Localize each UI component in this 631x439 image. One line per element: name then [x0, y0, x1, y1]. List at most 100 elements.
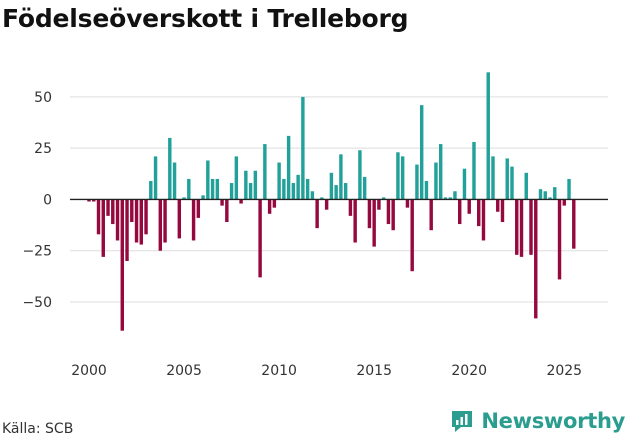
newsworthy-logo-icon: [452, 411, 473, 432]
bar: [87, 199, 91, 202]
bar: [191, 199, 196, 241]
y-tick-label: −25: [22, 244, 52, 260]
bar: [158, 199, 163, 251]
x-tick-label: 2010: [261, 363, 297, 379]
bar: [106, 199, 110, 216]
source-label: Källa: SCB: [2, 421, 74, 437]
bar: [329, 172, 334, 200]
bar: [500, 199, 505, 223]
bar: [177, 199, 182, 239]
bar: [458, 199, 462, 225]
x-tick-label: 2020: [451, 363, 487, 379]
bar: [358, 150, 362, 200]
bar: [534, 199, 538, 319]
brand-name: Newsworthy: [481, 409, 625, 433]
bar: [419, 105, 424, 200]
bar: [443, 197, 448, 200]
bar: [524, 172, 528, 200]
bar: [134, 199, 139, 243]
bar: [258, 199, 262, 278]
bar: [353, 199, 357, 243]
bar: [320, 197, 324, 200]
bar: [472, 142, 476, 200]
bar: [557, 199, 562, 280]
bar: [362, 176, 367, 200]
bar: [548, 197, 552, 200]
y-tick-label: 25: [34, 141, 52, 157]
bar: [429, 199, 433, 231]
y-tick-label: 0: [43, 192, 52, 208]
bar: [130, 199, 134, 223]
bar: [553, 187, 557, 200]
bar: [510, 166, 514, 200]
bar: [153, 156, 158, 200]
bar: [305, 178, 310, 200]
bar: [139, 199, 144, 245]
bar: [415, 164, 419, 200]
chart-title: Födelseöverskott i Trelleborg: [2, 4, 409, 33]
bar: [206, 160, 210, 200]
bar: [405, 199, 410, 208]
bar: [334, 185, 338, 200]
bar: [519, 199, 524, 257]
bar: [481, 199, 486, 241]
bar: [144, 199, 148, 235]
bar: [543, 191, 547, 200]
bar: [453, 191, 457, 200]
bar: [496, 199, 500, 212]
bar: [163, 199, 167, 243]
bar: [486, 72, 490, 200]
bar: [187, 178, 191, 200]
bar: [448, 197, 452, 200]
bar: [220, 199, 224, 206]
bar: [572, 199, 576, 249]
bar: [234, 156, 239, 200]
bar: [229, 183, 234, 200]
bar: [196, 199, 201, 218]
bar: [277, 162, 281, 200]
bar: [567, 178, 571, 200]
bar: [324, 199, 329, 210]
bar: [529, 199, 533, 255]
y-tick-label: 50: [34, 90, 52, 106]
bar: [149, 180, 153, 200]
bar: [562, 199, 566, 206]
bar: [424, 180, 429, 200]
bar: [201, 195, 205, 200]
brand[interactable]: Newsworthy: [449, 408, 625, 434]
bar: [505, 158, 509, 200]
bar: [239, 199, 243, 204]
bar: [210, 178, 215, 200]
x-tick-label: 2000: [71, 363, 107, 379]
bar: [348, 199, 353, 216]
bar: [301, 96, 305, 200]
bar: [115, 199, 120, 241]
bar: [111, 199, 115, 225]
bar: [515, 199, 519, 255]
bar: [343, 183, 348, 200]
bar: [477, 199, 481, 227]
bar: [377, 199, 381, 210]
bar: [248, 183, 253, 200]
bar: [267, 199, 272, 214]
bar: [286, 135, 291, 200]
bar: [225, 199, 229, 223]
bar: [396, 152, 400, 200]
bar: [310, 191, 315, 200]
bar: [92, 199, 96, 202]
bar: [244, 170, 248, 200]
bar: [96, 199, 101, 235]
x-tick-label: 2025: [546, 363, 582, 379]
bar: [101, 199, 105, 257]
bar: [434, 162, 438, 200]
bar: [315, 199, 319, 229]
bar: [272, 199, 277, 208]
bar: [438, 144, 443, 200]
bar: [125, 199, 129, 261]
x-tick-label: 2005: [166, 363, 202, 379]
bar: [291, 183, 296, 200]
x-tick-label: 2015: [356, 363, 392, 379]
bar: [253, 170, 258, 200]
bar: [467, 199, 471, 214]
